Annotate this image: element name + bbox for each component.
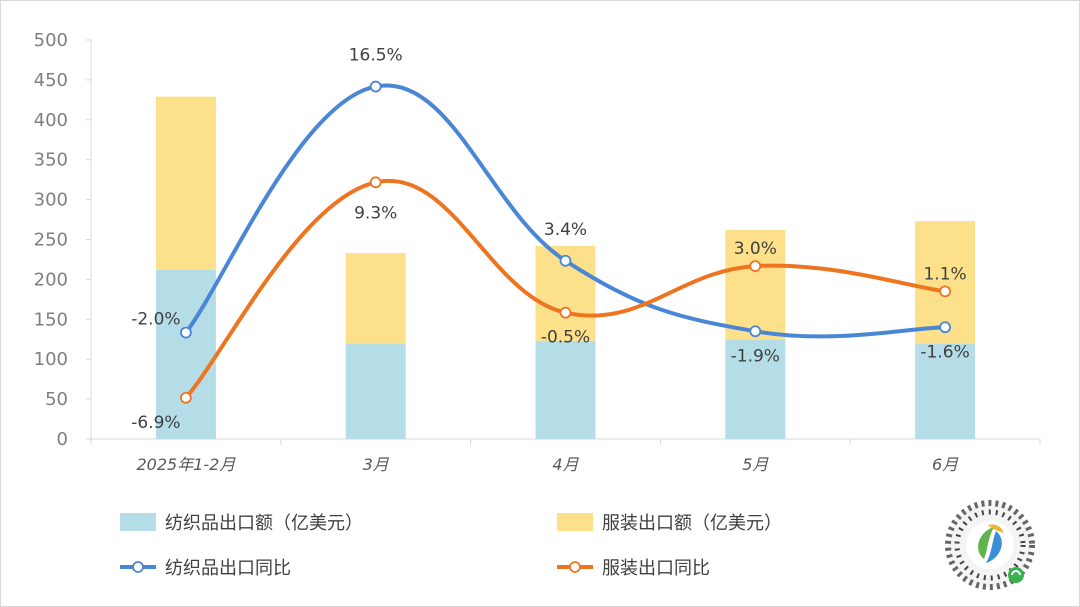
mini-program-code-icon[interactable] <box>945 500 1035 590</box>
x-tick-label: 3月 <box>363 455 390 474</box>
bar <box>535 340 596 439</box>
lines <box>179 80 951 404</box>
bar <box>725 339 786 439</box>
bar <box>155 96 216 270</box>
data-label: 1.1% <box>923 264 966 284</box>
bars <box>155 96 976 439</box>
series-point <box>369 176 382 189</box>
legend-swatch <box>557 513 593 531</box>
data-label: -1.9% <box>731 346 780 366</box>
axes: 0 50 100 150 200 250 300 350 400 450 500 2025年1-2月 3… <box>34 30 1041 474</box>
legend-swatch <box>120 513 156 531</box>
data-labels: -2.0% 16.5% 3.4% -1.9% -1.6% -6.9% 9.3% -0.5% 3.… <box>131 46 970 433</box>
x-tick-label: 2025年1-2月 <box>136 455 236 474</box>
x-tick-label: 5月 <box>742 455 769 474</box>
x-tick-label: 4月 <box>552 455 579 474</box>
series-point <box>559 254 572 267</box>
legend-label: 纺织品出口同比 <box>165 558 291 579</box>
y-tick-label: 400 <box>34 110 68 131</box>
series-point <box>749 325 762 338</box>
series-point <box>939 321 951 334</box>
data-label: -1.6% <box>920 342 969 362</box>
y-tick-label: 500 <box>34 30 68 51</box>
series-point <box>939 285 951 298</box>
legend-marker <box>132 561 144 573</box>
legend-label: 纺织品出口额（亿美元） <box>165 513 363 534</box>
y-tick-label: 250 <box>34 230 68 251</box>
legend-label: 服装出口额（亿美元） <box>602 513 782 534</box>
series-point <box>179 391 192 404</box>
data-label: 9.3% <box>354 203 397 223</box>
bar <box>345 343 406 439</box>
y-tick-label: 350 <box>34 150 68 171</box>
series-line <box>183 83 948 339</box>
y-tick-label: 300 <box>34 190 68 211</box>
data-label: 3.4% <box>544 220 587 240</box>
series-line <box>183 178 948 400</box>
data-label: 16.5% <box>349 46 403 66</box>
legend: 纺织品出口额（亿美元） 服装出口额（亿美元） 纺织品出口同比 服装出口同比 <box>120 513 782 579</box>
bar <box>725 229 786 340</box>
series-point <box>559 306 572 319</box>
series-point <box>369 80 382 93</box>
series-point <box>179 326 192 339</box>
x-tick-label: 6月 <box>932 455 959 474</box>
bar <box>345 253 406 344</box>
y-tick-label: 150 <box>34 309 68 330</box>
bar <box>915 343 976 439</box>
data-label: 3.0% <box>734 239 777 259</box>
data-label: -0.5% <box>541 328 590 348</box>
y-tick-label: 450 <box>34 70 68 91</box>
legend-marker <box>569 561 581 573</box>
series-point <box>749 260 762 273</box>
y-tick-label: 0 <box>57 429 68 450</box>
legend-label: 服装出口同比 <box>602 558 710 579</box>
y-tick-label: 200 <box>34 269 68 290</box>
y-tick-label: 100 <box>34 349 68 370</box>
y-tick-label: 50 <box>45 389 68 410</box>
data-label: -2.0% <box>131 310 180 330</box>
data-label: -6.9% <box>131 413 180 433</box>
